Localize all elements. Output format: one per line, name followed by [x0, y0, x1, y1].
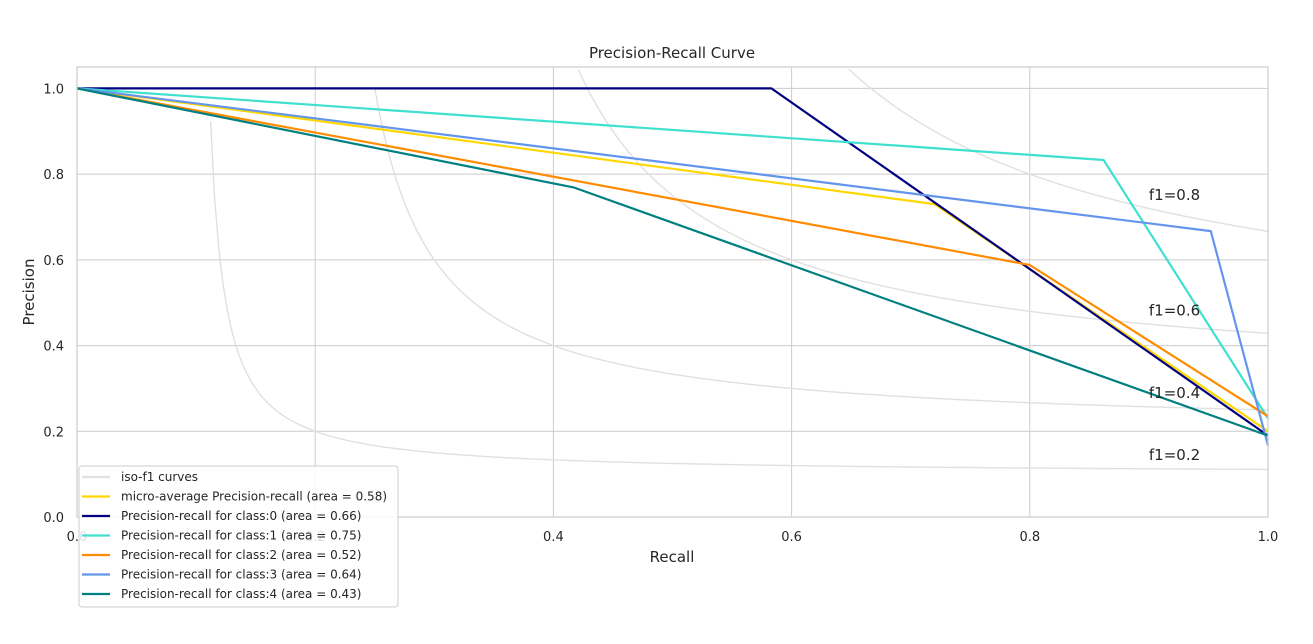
- y-tick-label: 1.0: [43, 82, 64, 97]
- iso-f1-curve: [577, 69, 1269, 334]
- y-tick-label: 0.4: [43, 340, 64, 355]
- y-tick-label: 0.0: [43, 511, 64, 526]
- legend-box: [78, 465, 399, 608]
- legend-entry: Precision-recall for class:0 (area = 0.6…: [121, 509, 361, 523]
- legend: iso-f1 curves micro-average Precision-rec…: [78, 465, 399, 608]
- x-tick-label: 1.0: [1258, 530, 1279, 545]
- y-tick-label: 0.6: [43, 254, 64, 269]
- series-line: [76, 87, 1270, 446]
- x-tick-label: 0.4: [543, 530, 564, 545]
- series-line: [76, 87, 1269, 418]
- legend-entry: Precision-recall for class:3 (area = 0.6…: [121, 568, 361, 582]
- iso-f1-labels: f1=0.2 f1=0.4 f1=0.6 f1=0.8: [1149, 186, 1200, 464]
- iso-f1-curve: [209, 121, 1268, 471]
- series-line: [77, 87, 1269, 437]
- legend-entry: Precision-recall for class:1 (area = 0.7…: [121, 529, 361, 543]
- plot-frame: [76, 66, 1269, 518]
- iso-f1-label: f1=0.4: [1149, 384, 1200, 402]
- iso-f1-curve: [848, 68, 1269, 232]
- chart-title: Precision-Recall Curve: [589, 44, 755, 62]
- series-line: [76, 87, 1269, 437]
- y-tick-label: 0.2: [43, 425, 64, 440]
- series-line: [76, 87, 1269, 419]
- legend-entry: Precision-recall for class:2 (area = 0.5…: [121, 548, 361, 562]
- y-tick-label: 0.8: [43, 168, 64, 183]
- series-lines: [76, 87, 1270, 446]
- y-axis-label: Precision: [20, 259, 38, 326]
- iso-f1-label: f1=0.2: [1149, 446, 1200, 464]
- iso-f1-curve: [374, 88, 1269, 411]
- iso-f1-label: f1=0.6: [1149, 302, 1200, 320]
- series-line: [76, 87, 1269, 433]
- legend-entry: Precision-recall for class:4 (area = 0.4…: [121, 587, 361, 601]
- iso-f1-label: f1=0.8: [1149, 186, 1200, 204]
- iso-f1-curves: [209, 68, 1269, 471]
- x-axis-label: Recall: [650, 548, 695, 566]
- legend-entry: iso-f1 curves: [121, 470, 198, 484]
- x-tick-label: 0.6: [781, 530, 802, 545]
- legend-entry: micro-average Precision-recall (area = 0…: [121, 490, 387, 504]
- x-tick-label: 0.8: [1019, 530, 1040, 545]
